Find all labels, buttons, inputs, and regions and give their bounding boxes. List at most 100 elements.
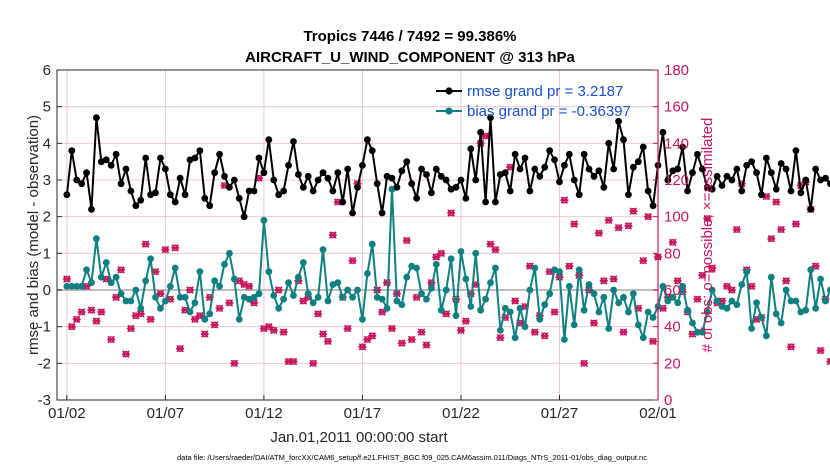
bias-point	[812, 304, 820, 312]
rmse-point	[472, 176, 480, 184]
bias-point	[93, 235, 100, 243]
bias-point	[102, 259, 110, 266]
rmse-point	[610, 165, 618, 173]
assimilated-obs-point	[565, 262, 574, 270]
bias-point	[260, 216, 268, 224]
rmse-point	[556, 178, 563, 186]
assimilated-obs-point	[328, 231, 337, 239]
assimilated-obs-point	[614, 223, 623, 232]
x-tick-label: 01/02	[48, 405, 86, 422]
bias-point	[792, 297, 800, 305]
bias-point	[285, 279, 292, 287]
rmse-point	[634, 158, 642, 166]
assimilated-obs-point	[117, 266, 126, 274]
rmse-point	[226, 183, 233, 191]
assimilated-obs-point	[245, 282, 254, 291]
bias-point	[137, 304, 145, 312]
assimilated-obs-point	[619, 328, 628, 336]
bias-point	[447, 255, 455, 263]
assimilated-obs-point	[323, 337, 332, 346]
rmse-point	[492, 198, 499, 206]
assimilated-obs-point	[456, 326, 465, 335]
assimilated-obs-point	[639, 256, 648, 265]
rmse-point	[708, 185, 716, 193]
bias-point	[427, 284, 435, 292]
left-tick-label: 4	[43, 135, 51, 152]
assimilated-obs-point	[594, 229, 603, 237]
bias-point	[442, 286, 450, 294]
assimilated-obs-point	[698, 271, 707, 280]
rmse-point	[743, 161, 751, 169]
assimilated-obs-point	[358, 343, 367, 351]
bias-point	[423, 295, 430, 303]
bias-point	[802, 306, 810, 314]
left-tick-label: -1	[38, 319, 51, 336]
rmse-point	[285, 161, 292, 169]
assimilated-obs-point	[703, 214, 712, 223]
rmse-point	[413, 194, 421, 202]
rmse-point	[516, 165, 524, 173]
rmse-point	[551, 156, 558, 164]
rmse-point	[639, 143, 647, 151]
rmse-point	[767, 169, 775, 177]
bias-point	[294, 273, 302, 281]
assimilated-obs-point	[289, 357, 298, 366]
left-y-axis-ticks: -3 -2 -1 0 1 2 3 4 5 6	[38, 62, 62, 409]
rmse-point	[698, 165, 706, 173]
rmse-point	[629, 163, 637, 171]
bias-point	[615, 299, 622, 307]
assimilated-obs-series	[62, 132, 830, 368]
left-y-axis-label: rmse and bias (model - observation)	[25, 115, 42, 355]
rmse-point	[388, 174, 396, 182]
assimilated-obs-point	[570, 220, 579, 228]
assimilated-obs-point	[629, 207, 638, 215]
assimilated-obs-point	[791, 220, 800, 228]
bias-point	[748, 325, 755, 332]
bias-point	[659, 282, 667, 290]
assimilated-obs-point	[727, 286, 736, 294]
rmse-point	[221, 172, 228, 180]
bias-point	[314, 293, 322, 301]
rmse-point	[349, 209, 356, 217]
bias-point	[669, 293, 677, 301]
rmse-point	[753, 169, 760, 177]
rmse-point	[585, 165, 593, 173]
assimilated-obs-point	[417, 328, 426, 336]
assimilated-obs-point	[87, 306, 96, 314]
rmse-point	[166, 191, 174, 199]
rmse-point	[107, 161, 115, 169]
bias-point	[501, 304, 509, 312]
bias-point	[762, 332, 770, 340]
bias-point	[610, 286, 618, 294]
bias-point	[531, 264, 539, 272]
bias-point	[157, 304, 164, 312]
bias-point	[334, 279, 342, 287]
bias-point	[634, 321, 642, 329]
assimilated-obs-point	[190, 315, 199, 324]
assimilated-obs-point	[215, 304, 224, 313]
rmse-point	[644, 187, 652, 195]
rmse-point	[206, 202, 214, 210]
assimilated-obs-point	[77, 308, 86, 316]
assimilated-obs-point	[97, 308, 106, 316]
rmse-point	[93, 114, 100, 122]
bias-point	[230, 275, 238, 283]
legend-label: bias grand pr = -0.36397	[467, 103, 631, 120]
bias-point	[112, 273, 120, 281]
assimilated-obs-point	[816, 346, 825, 355]
assimilated-obs-point	[432, 253, 441, 261]
rmse-point	[245, 187, 253, 195]
bias-point	[570, 321, 578, 329]
assimilated-obs-point	[141, 240, 150, 248]
bias-point	[186, 308, 194, 316]
bias-point	[644, 308, 652, 316]
assimilated-obs-point	[171, 244, 180, 252]
rmse-point	[161, 165, 169, 173]
rmse-point	[265, 136, 273, 144]
assimilated-obs-point	[161, 245, 170, 254]
bias-point	[492, 264, 499, 272]
bias-point	[383, 304, 391, 312]
rmse-point	[531, 165, 539, 173]
rmse-point	[605, 139, 613, 147]
